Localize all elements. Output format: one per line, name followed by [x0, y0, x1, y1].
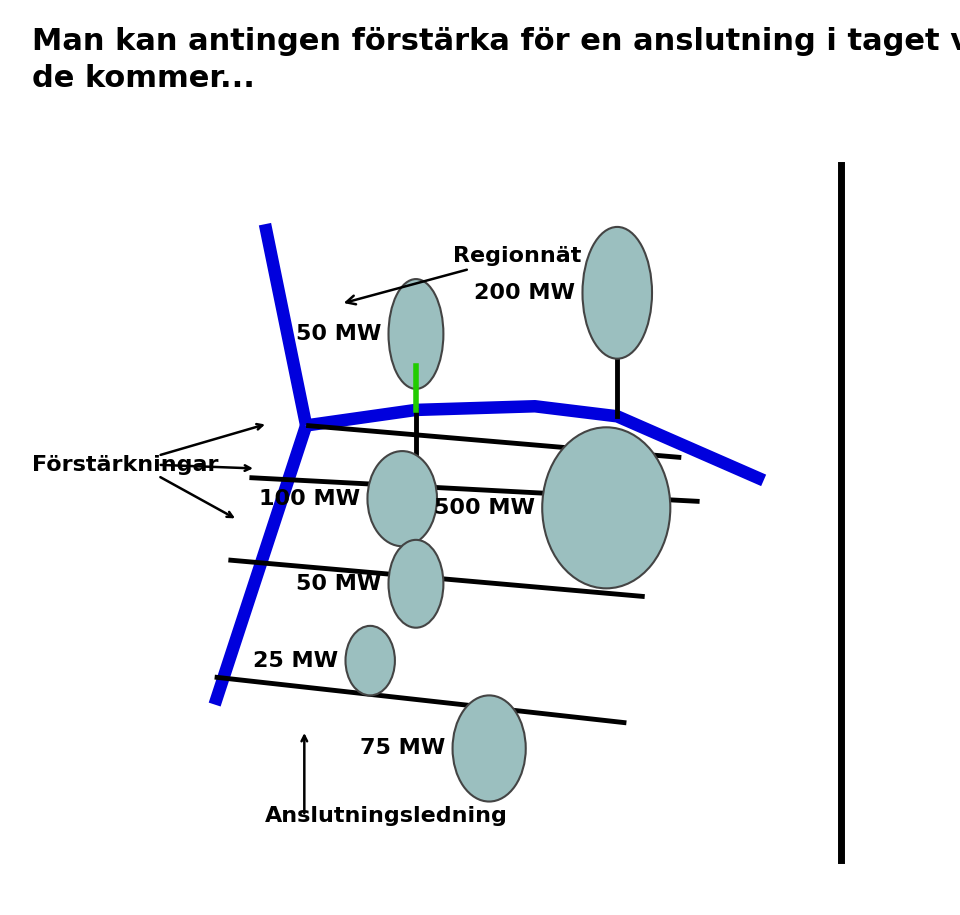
Text: Man kan antingen förstärka för en anslutning i taget vartefter: Man kan antingen förstärka för en anslut…: [32, 27, 960, 57]
Text: Anslutningsledning: Anslutningsledning: [265, 806, 508, 826]
Text: 200 MW: 200 MW: [474, 283, 575, 303]
Text: Regionnät: Regionnät: [347, 246, 581, 305]
Ellipse shape: [389, 279, 444, 389]
Text: 75 MW: 75 MW: [360, 738, 445, 759]
Text: de kommer...: de kommer...: [32, 64, 254, 93]
Ellipse shape: [583, 227, 652, 359]
Text: 100 MW: 100 MW: [259, 489, 360, 509]
Ellipse shape: [368, 451, 437, 546]
Text: 50 MW: 50 MW: [296, 574, 381, 594]
Ellipse shape: [389, 540, 444, 628]
Ellipse shape: [542, 427, 670, 588]
Ellipse shape: [452, 695, 526, 802]
Text: Förstärkningar: Förstärkningar: [32, 455, 218, 475]
Ellipse shape: [346, 626, 395, 695]
Text: 500 MW: 500 MW: [434, 498, 535, 518]
Text: 50 MW: 50 MW: [296, 324, 381, 344]
Text: 25 MW: 25 MW: [253, 651, 338, 671]
